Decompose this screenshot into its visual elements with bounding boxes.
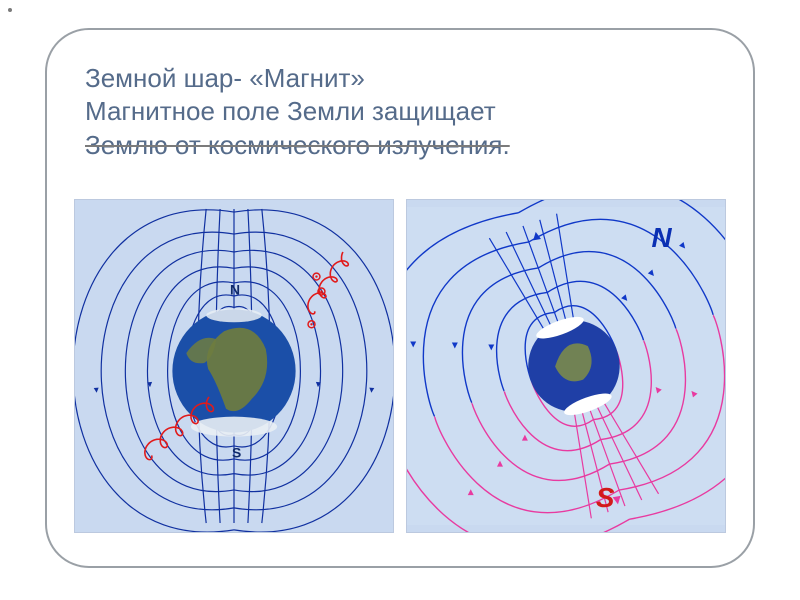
svg-text:N: N bbox=[651, 222, 672, 253]
title-line-3: Землю от космического излучения. bbox=[85, 129, 705, 162]
svg-text:N: N bbox=[230, 281, 240, 297]
svg-text:S: S bbox=[232, 444, 241, 460]
corner-dot bbox=[8, 8, 12, 12]
figure-row: NS NS bbox=[75, 200, 725, 532]
title-line-2: Магнитное поле Земли защищает bbox=[85, 95, 705, 128]
title-line-1: Земной шар- «Магнит» bbox=[85, 62, 705, 95]
svg-text:S: S bbox=[596, 482, 615, 513]
diagram-right: NS bbox=[407, 200, 725, 532]
slide-frame: Земной шар- «Магнит» Магнитное поле Земл… bbox=[45, 28, 755, 568]
slide-title: Земной шар- «Магнит» Магнитное поле Земл… bbox=[85, 62, 705, 162]
diagram-left: NS bbox=[75, 200, 393, 532]
